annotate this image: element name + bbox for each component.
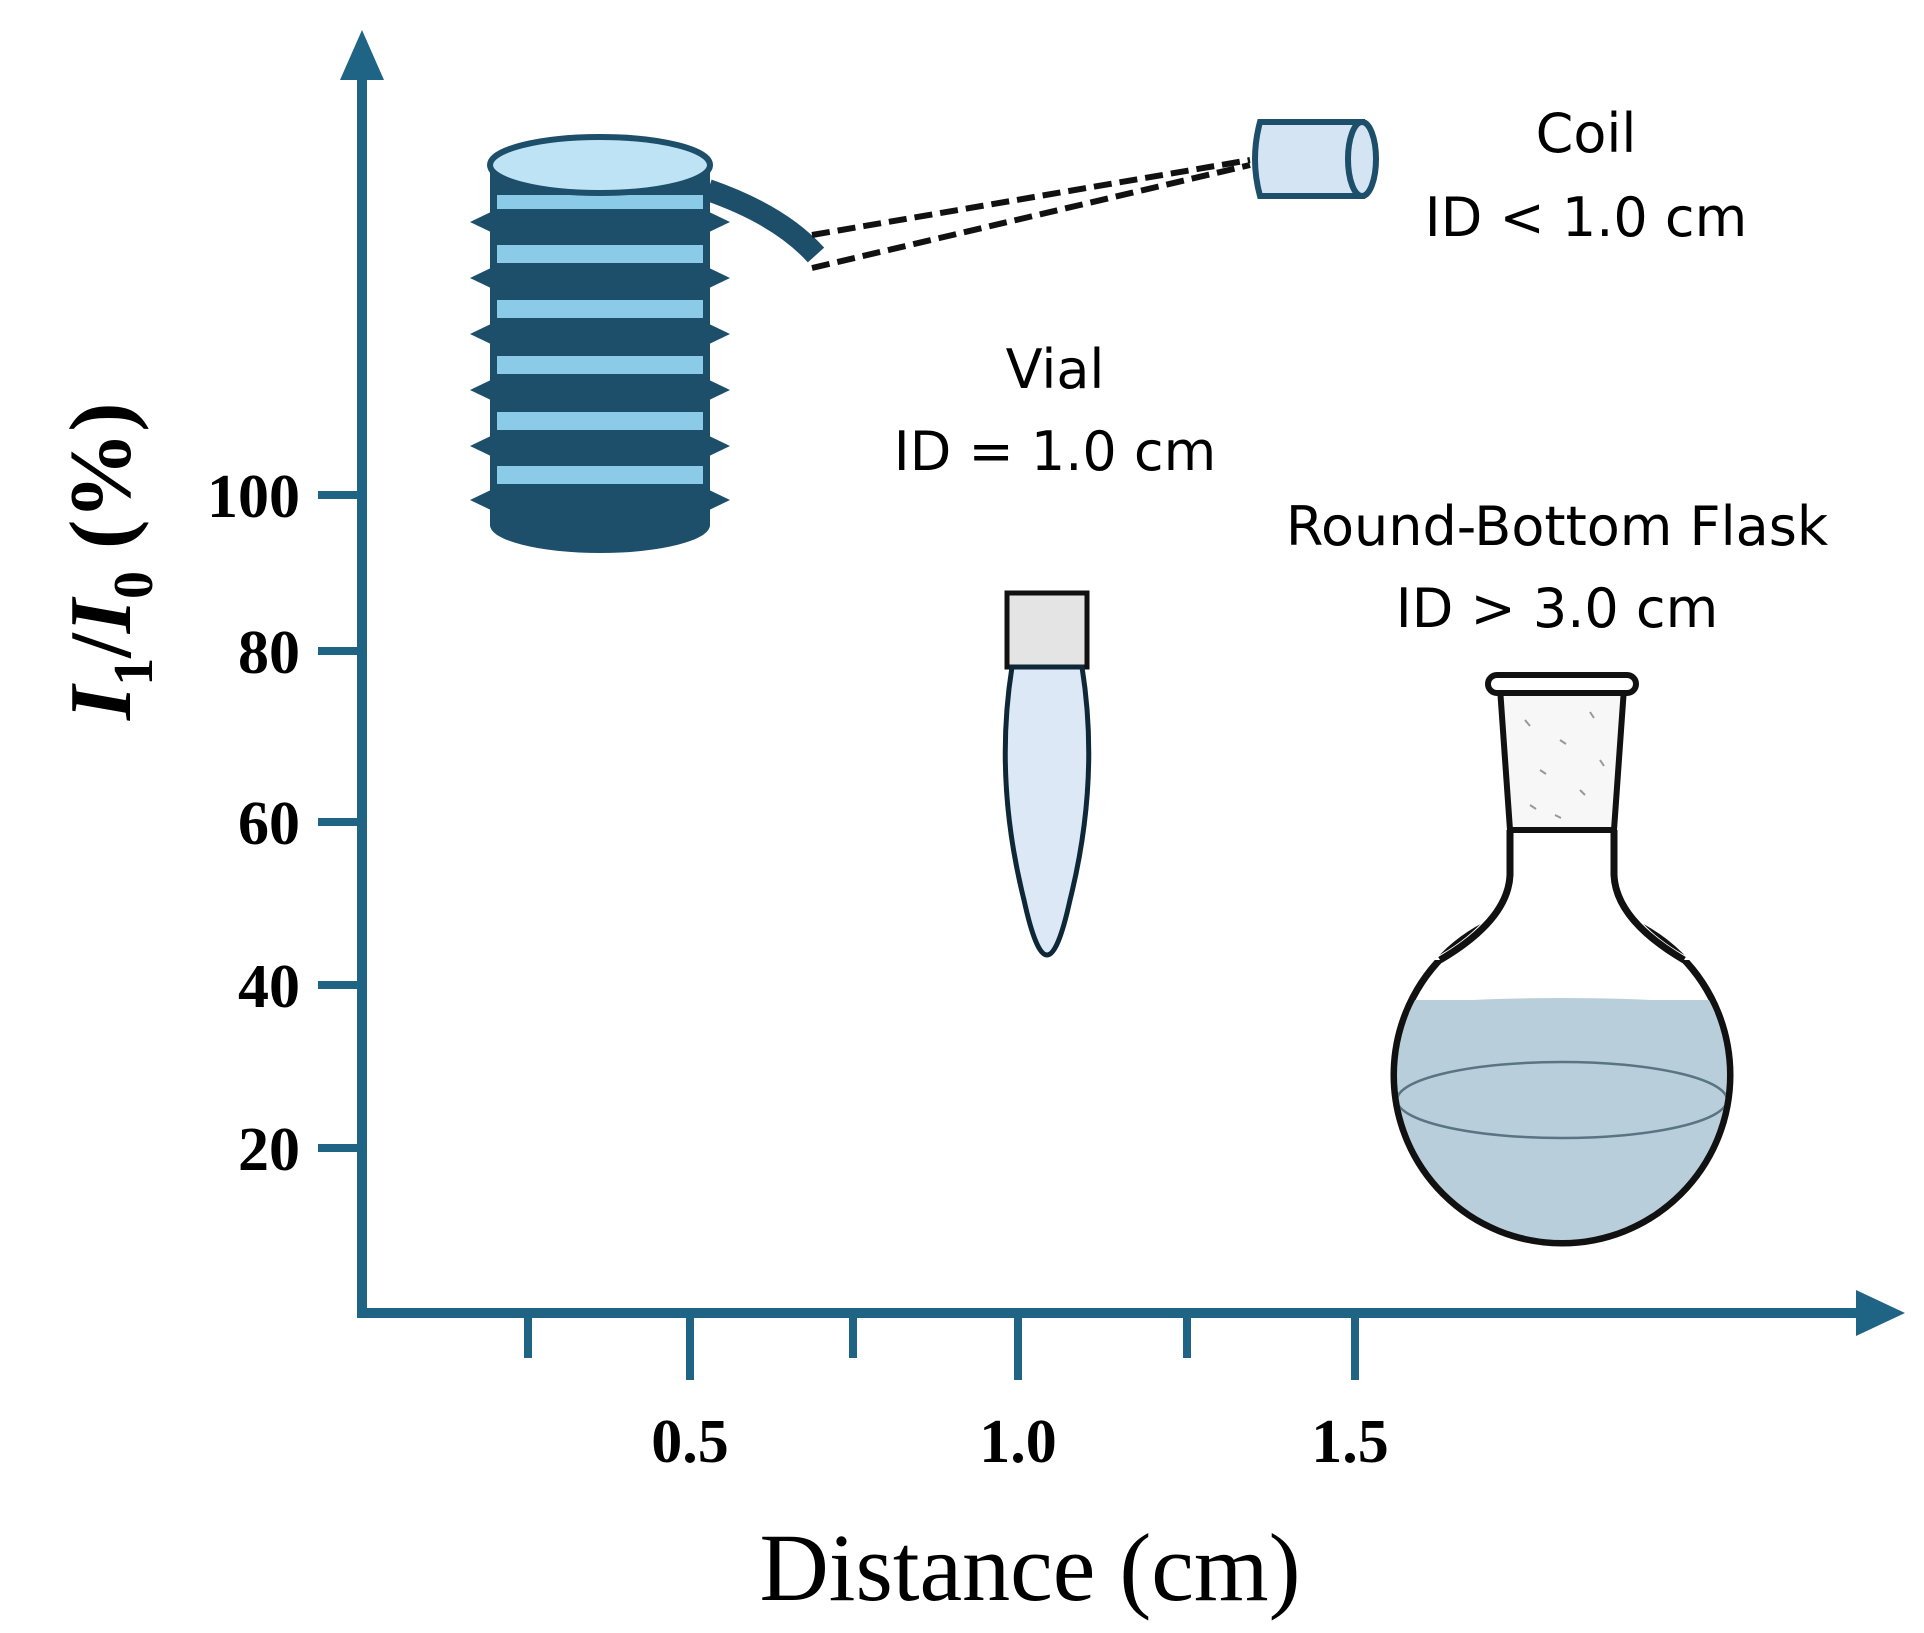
x-axis-title: Distance (cm) xyxy=(759,1514,1300,1621)
y-title-sub1: 1 xyxy=(103,658,165,686)
coil-gap xyxy=(497,300,703,318)
texture-mark xyxy=(1579,789,1586,796)
texture-mark xyxy=(1529,804,1537,810)
coil-top xyxy=(487,134,713,196)
coil-gap xyxy=(497,245,703,263)
flask-rim xyxy=(1485,672,1639,696)
coil-id-label: ID < 1.0 cm xyxy=(1425,186,1747,249)
y-axis-arrowhead xyxy=(340,30,384,80)
texture-mark xyxy=(1554,814,1562,819)
vial-cap xyxy=(1004,590,1090,670)
texture-mark xyxy=(1539,769,1547,775)
coil-windings xyxy=(470,195,730,512)
coil-gap xyxy=(497,412,703,430)
flask-neck-outline-right xyxy=(1610,830,1686,964)
coil-gap xyxy=(497,466,703,484)
y-title-i0: I xyxy=(53,596,150,634)
zoom-line-upper xyxy=(811,157,1251,238)
y-title-i1: I xyxy=(53,683,150,721)
flask-label: Round-Bottom Flask xyxy=(1286,495,1829,558)
y-axis-title: I1/I0 (%) xyxy=(53,402,165,721)
y-title-sub0: 0 xyxy=(103,571,165,599)
y-ticks: 100 80 60 40 20 xyxy=(207,463,362,1184)
flask-id-label: ID > 3.0 cm xyxy=(1396,577,1718,640)
coil-band xyxy=(470,378,730,402)
texture-mark xyxy=(1524,719,1531,727)
x-axis-arrowhead xyxy=(1856,1290,1905,1336)
coil-band xyxy=(470,434,730,458)
y-tick-label-40: 40 xyxy=(238,953,300,1021)
axes xyxy=(340,30,1905,1336)
x-tick-label-1.5: 1.5 xyxy=(1311,1408,1389,1476)
coil-illustration xyxy=(470,119,1379,553)
flask-joint-texture xyxy=(1524,711,1605,819)
coil-band xyxy=(470,322,730,346)
flask-liquid xyxy=(1397,1000,1727,1240)
vial-id-label: ID = 1.0 cm xyxy=(894,420,1216,483)
coil-tube-cross-section xyxy=(1252,119,1379,199)
y-title-unit: (%) xyxy=(53,402,150,571)
tube-end xyxy=(1345,119,1379,199)
tube-segment xyxy=(1252,119,1365,199)
y-tick-label-80: 80 xyxy=(238,619,300,687)
flask-neck-outline-left xyxy=(1438,830,1514,964)
vial-illustration xyxy=(1002,590,1092,958)
flask-illustration xyxy=(1390,672,1734,1247)
texture-mark xyxy=(1599,759,1605,767)
coil-tube xyxy=(704,179,825,263)
coil-gap xyxy=(497,195,703,209)
coil-gap xyxy=(497,356,703,374)
y-tick-label-60: 60 xyxy=(238,790,300,858)
vial-label: Vial xyxy=(1006,338,1105,401)
vial-body xyxy=(1002,664,1092,958)
y-tick-label-100: 100 xyxy=(207,463,300,531)
y-title-slash: / xyxy=(53,632,150,659)
flask-neck xyxy=(1430,830,1694,960)
flask-meniscus xyxy=(1397,1060,1727,1140)
texture-mark xyxy=(1559,739,1567,745)
x-tick-label-0.5: 0.5 xyxy=(651,1408,729,1476)
flask-ground-joint xyxy=(1496,685,1628,833)
y-tick-label-20: 20 xyxy=(238,1116,300,1184)
x-ticks: 0.5 1.0 1.5 xyxy=(524,1313,1389,1476)
flask-liquid-surface xyxy=(1402,998,1722,1022)
x-tick-label-1.0: 1.0 xyxy=(979,1408,1057,1476)
coil-band xyxy=(470,210,730,234)
coil-label: Coil xyxy=(1536,102,1637,165)
texture-mark xyxy=(1589,711,1595,719)
coil-band xyxy=(470,488,730,512)
zoom-line-lower xyxy=(811,162,1251,271)
coil-band xyxy=(470,266,730,290)
